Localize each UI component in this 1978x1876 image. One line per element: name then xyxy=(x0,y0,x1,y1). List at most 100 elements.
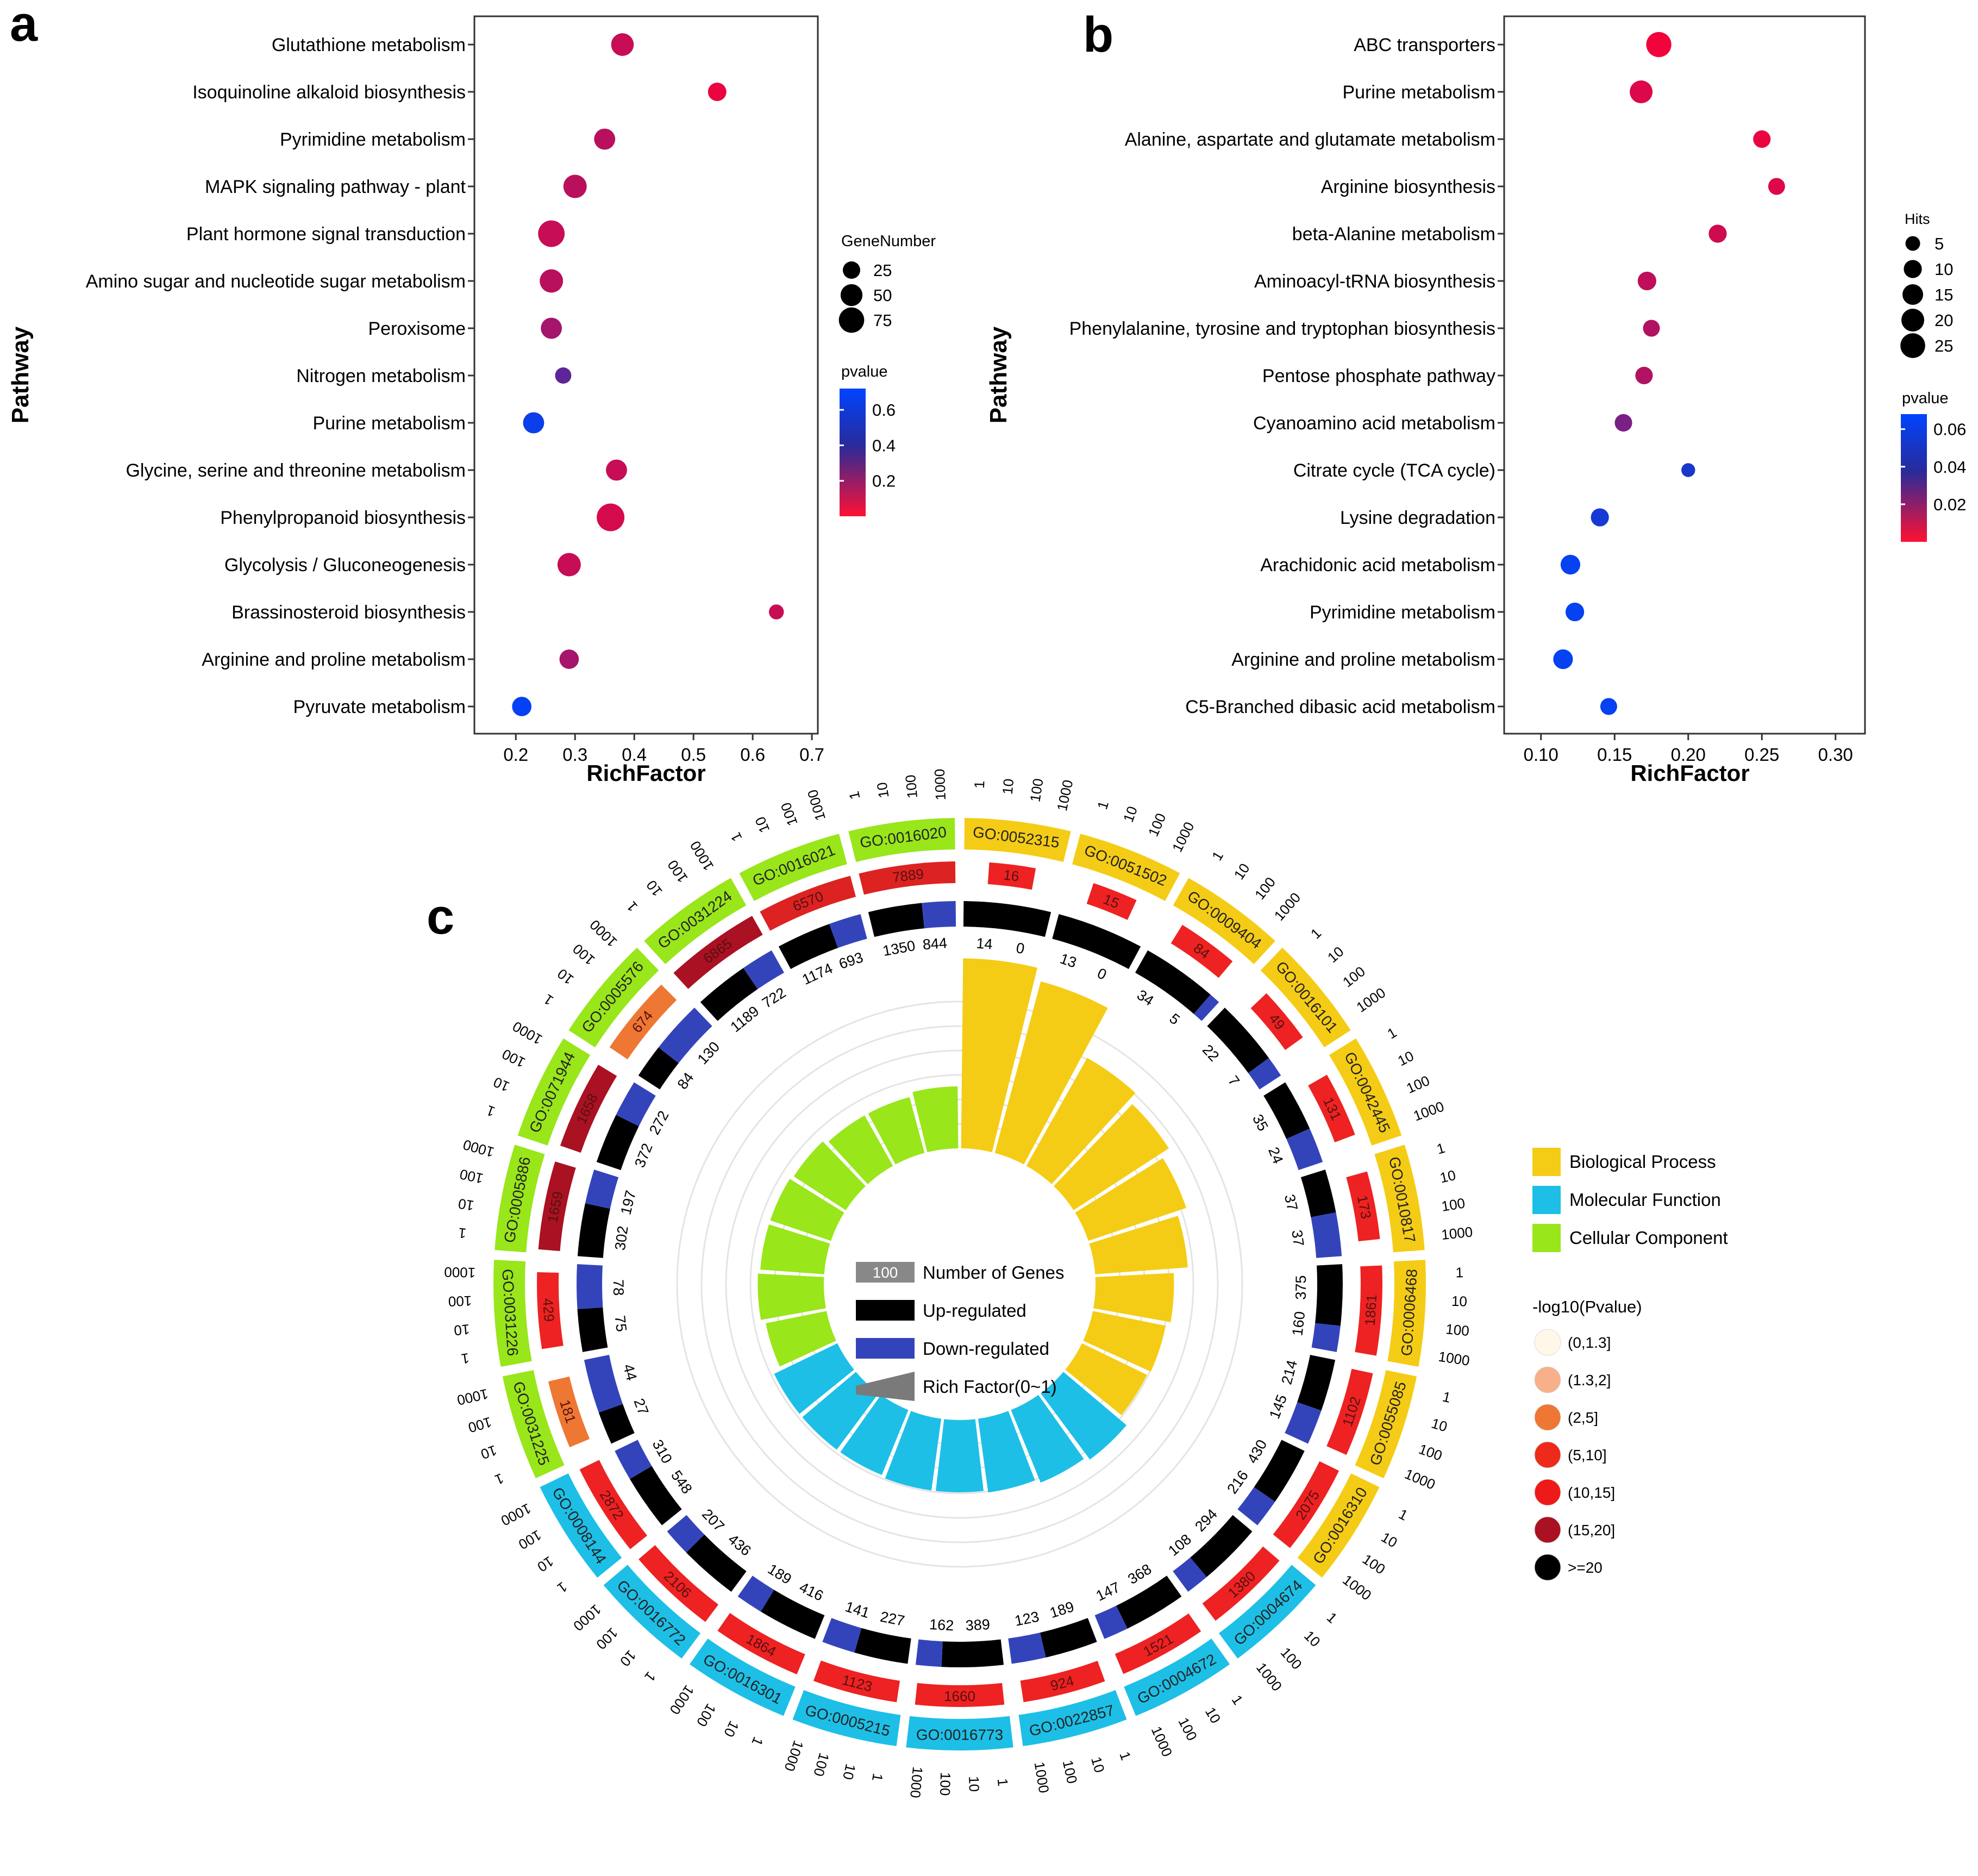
down-count-label: 216 xyxy=(1224,1467,1251,1497)
rich-factor-bar xyxy=(1089,1216,1188,1274)
go-term-band xyxy=(493,1260,532,1367)
plot-frame-b xyxy=(1503,15,1866,735)
y-tick-label: Brassinosteroid biosynthesis xyxy=(231,602,466,623)
scale-tick-label: 1 xyxy=(869,1772,886,1783)
data-point xyxy=(594,128,616,150)
down-count-label: 78 xyxy=(610,1279,627,1296)
guide-ring xyxy=(725,1049,1194,1519)
up-regulated-bar xyxy=(577,1307,608,1352)
scale-tick-label: 1 xyxy=(1116,1749,1134,1762)
up-count-label: 189 xyxy=(1048,1598,1076,1621)
category-legend-swatch xyxy=(1532,1186,1561,1214)
down-regulated-bar xyxy=(1286,1128,1323,1171)
up-count-label: 214 xyxy=(1278,1359,1300,1386)
go-term-band xyxy=(1387,1260,1426,1367)
y-axis-title-b: Pathway xyxy=(985,326,1012,423)
gene-count-bar xyxy=(1202,1546,1280,1621)
up-regulated-bar xyxy=(1135,950,1211,1014)
up-regulated-bar xyxy=(629,1466,682,1525)
rich-factor-bar xyxy=(1093,1273,1174,1322)
gene-count-bar xyxy=(1308,1074,1355,1143)
scale-tick-label: 100 xyxy=(1145,811,1169,839)
scale-tick-label: 1000 xyxy=(1054,778,1076,812)
data-point xyxy=(559,649,579,669)
down-regulated-bar xyxy=(1193,995,1219,1021)
gene-count-bar xyxy=(538,1161,576,1252)
scale-tick-label: 1 xyxy=(1441,1388,1453,1405)
pvalue-legend-dot xyxy=(1534,1479,1561,1506)
down-regulated-bar xyxy=(915,1639,943,1667)
down-regulated-bar xyxy=(1285,1402,1322,1444)
down-count-label: 5 xyxy=(1166,1010,1183,1028)
scale-tick-label: 1 xyxy=(1094,799,1112,811)
data-point xyxy=(768,604,784,620)
down-regulated-bar xyxy=(1311,1212,1342,1258)
go-term-band xyxy=(1329,1038,1402,1146)
color-legend-label: 0.2 xyxy=(872,472,896,491)
legend-down-swatch xyxy=(856,1338,915,1359)
go-term-band xyxy=(644,878,747,965)
go-term-band xyxy=(906,1716,1013,1750)
y-tick-label: Arginine biosynthesis xyxy=(1321,177,1495,197)
scale-tick-label: 1 xyxy=(1435,1140,1447,1158)
data-point xyxy=(1630,80,1653,104)
size-legend-title-a: GeneNumber xyxy=(841,233,936,250)
down-regulated-bar xyxy=(577,1264,603,1309)
scale-tick-label: 10 xyxy=(999,778,1017,795)
data-point xyxy=(1637,271,1657,291)
color-legend-title-b: pvalue xyxy=(1902,390,1948,407)
y-tick-label: Pyrimidine metabolism xyxy=(1310,602,1495,623)
gene-count-bar xyxy=(1346,1171,1380,1242)
legend-rich-swatch xyxy=(856,1372,915,1401)
down-count-label: 272 xyxy=(646,1108,672,1137)
data-point xyxy=(1600,698,1617,715)
down-regulated-bar xyxy=(1094,1605,1128,1639)
up-count-label: 389 xyxy=(965,1616,991,1634)
data-point xyxy=(1635,366,1653,385)
scale-tick-label: 1 xyxy=(1209,848,1226,864)
y-tick-label: Citrate cycle (TCA cycle) xyxy=(1293,460,1495,481)
size-legend-dot xyxy=(1902,284,1923,305)
scale-tick-label: 1 xyxy=(1324,1609,1341,1627)
size-legend-label: 50 xyxy=(873,286,892,305)
go-term-band xyxy=(517,1038,591,1146)
x-tick-label: 0.10 xyxy=(1524,745,1558,765)
up-regulated-bar xyxy=(1300,1170,1336,1217)
scale-tick-label: 100 xyxy=(1251,874,1279,903)
scale-tick-label: 1000 xyxy=(570,1601,604,1634)
data-point xyxy=(1753,130,1771,148)
scale-tick-label: 1000 xyxy=(804,788,829,823)
color-legend-label: 0.4 xyxy=(872,436,896,455)
scale-tick-label: 10 xyxy=(479,1442,499,1462)
scale-tick-label: 1000 xyxy=(1148,1724,1176,1759)
gene-count-bar xyxy=(1355,1265,1382,1356)
up-regulated-bar xyxy=(1052,914,1141,970)
rich-factor-bar xyxy=(766,1311,836,1367)
y-tick-label: Purine metabolism xyxy=(312,413,466,434)
data-point xyxy=(1565,602,1585,622)
down-regulated-bar xyxy=(615,1440,652,1479)
scale-tick-label: 1 xyxy=(1455,1264,1463,1280)
y-tick-label: Phenylalanine, tyrosine and tryptophan b… xyxy=(1069,318,1495,339)
y-tick-label: Amino sugar and nucleotide sugar metabol… xyxy=(86,271,466,292)
scale-tick-label: 100 xyxy=(593,1624,621,1653)
pvalue-legend-dot xyxy=(1534,1441,1561,1468)
scale-tick-label: 1000 xyxy=(1441,1223,1474,1243)
scale-tick-label: 10 xyxy=(534,1553,556,1575)
y-tick-label: Arginine and proline metabolism xyxy=(1231,649,1495,670)
up-regulated-bar xyxy=(854,1628,911,1664)
scale-tick-label: 1 xyxy=(492,1470,506,1488)
scale-tick-label: 1000 xyxy=(498,1500,534,1529)
category-legend-swatch xyxy=(1532,1224,1561,1252)
pvalue-legend-label: (15,20] xyxy=(1568,1522,1615,1539)
down-count-label: 147 xyxy=(1093,1579,1123,1604)
scale-tick-label: 1000 xyxy=(1031,1761,1053,1794)
down-count-label: 0 xyxy=(1015,940,1026,957)
gene-count-label: 7889 xyxy=(891,865,924,885)
legend-number-label: Number of Genes xyxy=(923,1262,1064,1283)
chart-panel-b: ABC transporters Purine metabolism Alanine… xyxy=(985,15,1966,786)
down-regulated-bar xyxy=(667,1515,705,1553)
go-term-band xyxy=(739,834,847,901)
scale-tick-label: 100 xyxy=(1440,1195,1466,1215)
gene-count-bar xyxy=(673,916,763,989)
